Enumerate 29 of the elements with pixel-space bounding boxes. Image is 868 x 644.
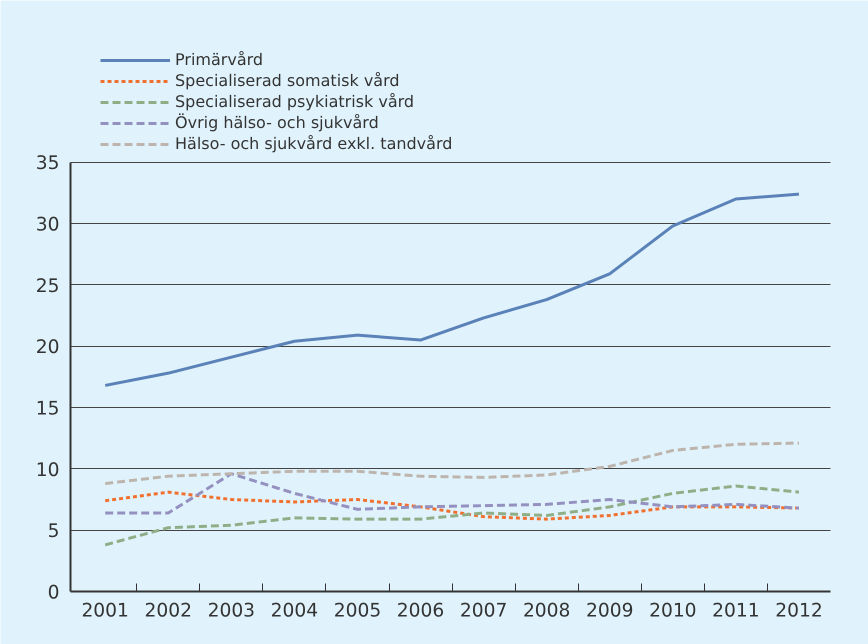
line-series — [104, 442, 800, 486]
x-tick-label: 2001 — [81, 600, 129, 622]
line-series — [104, 472, 800, 514]
legend-label: Övrig hälso- och sjukvård — [175, 113, 379, 132]
legend-label: Hälso- och sjukvård exkl. tandvård — [175, 134, 452, 153]
legend-label: Primärvård — [175, 50, 264, 69]
y-tick-label: 5 — [48, 521, 60, 542]
line-series — [104, 192, 800, 387]
x-tick-label: 2012 — [775, 600, 823, 622]
x-tick-label: 2008 — [522, 600, 570, 622]
x-tick-label: 2011 — [712, 600, 760, 622]
x-tick-label: 2007 — [460, 600, 508, 622]
y-tick-label: 35 — [36, 153, 60, 174]
x-tick-label: 2003 — [208, 600, 256, 622]
y-tick-label: 25 — [36, 276, 60, 297]
y-tick-label: 10 — [36, 460, 60, 481]
y-tick-label: 0 — [48, 582, 60, 604]
x-tick-label: 2009 — [586, 600, 634, 622]
x-tick-label: 2005 — [334, 600, 382, 622]
y-tick-label: 15 — [36, 398, 60, 420]
x-tick-label: 2002 — [144, 600, 192, 622]
y-tick-label: 20 — [36, 337, 60, 358]
x-tick-label: 2006 — [396, 600, 444, 622]
x-tick-label: 2010 — [649, 600, 697, 622]
x-tick-label: 2004 — [270, 600, 318, 622]
legend-label: Specialiserad psykiatrisk vård — [175, 92, 414, 111]
legend-label: Specialiserad somatisk vård — [175, 71, 400, 90]
line-series — [104, 484, 800, 546]
y-tick-label: 30 — [36, 214, 60, 236]
